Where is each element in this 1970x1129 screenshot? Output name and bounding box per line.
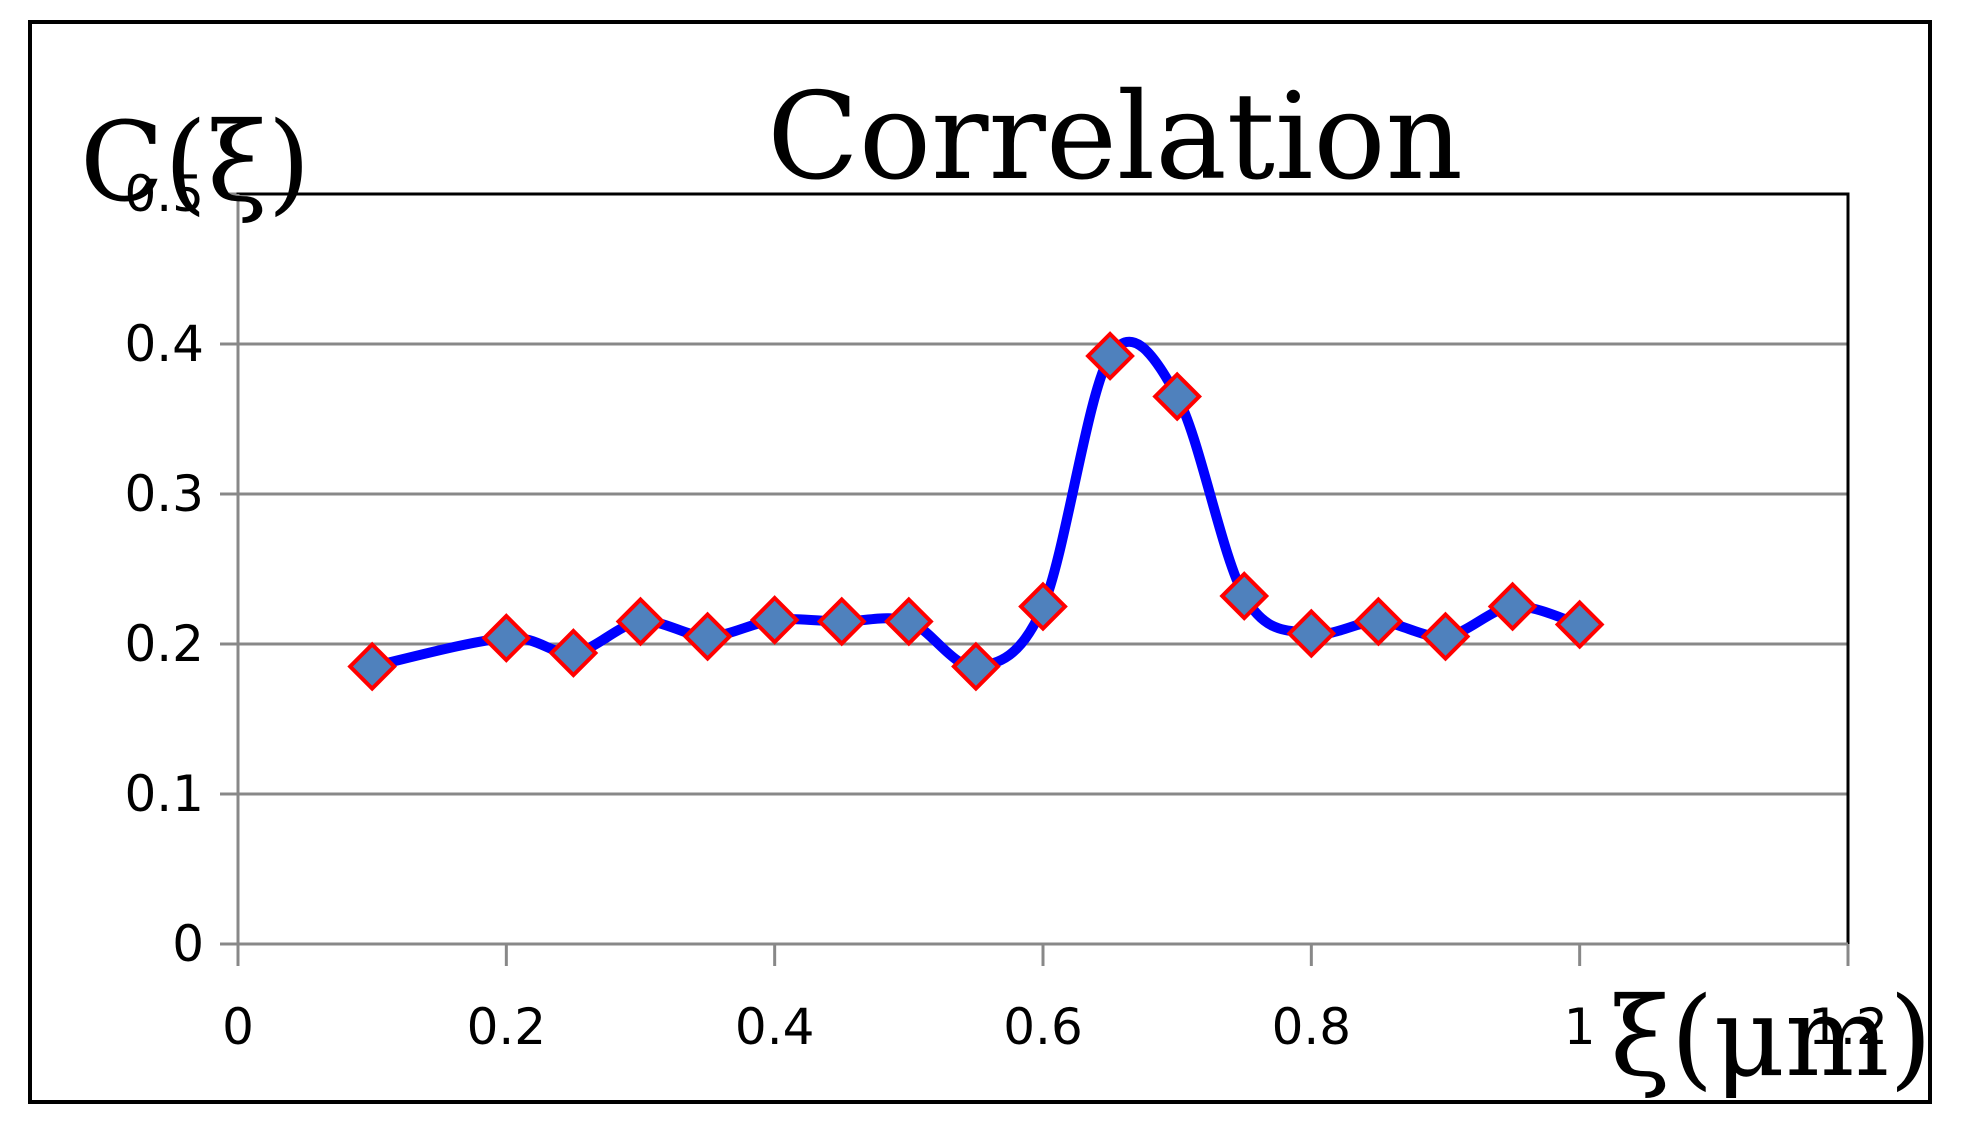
x-tick-label: 0.6	[1003, 998, 1083, 1056]
chart-frame	[28, 20, 1932, 1104]
data-point-marker	[1353, 596, 1404, 647]
plot-area	[236, 192, 1850, 946]
data-markers	[347, 331, 1605, 692]
data-point-marker	[682, 611, 733, 662]
data-point-marker	[884, 596, 934, 647]
data-point-marker	[548, 628, 599, 678]
data-point-marker	[481, 613, 532, 663]
y-tick-label: 0.1	[124, 765, 204, 823]
y-tick-label: 0.4	[124, 315, 204, 373]
data-point-marker	[1219, 571, 1270, 621]
y-tick-label: 0.3	[124, 465, 204, 523]
grid-lines	[220, 192, 1848, 946]
x-tick-label: 1	[1564, 998, 1596, 1056]
data-point-marker	[1152, 371, 1202, 422]
data-point-marker	[951, 641, 1001, 692]
x-tick-label: 0.8	[1272, 998, 1352, 1056]
y-tick-label: 0	[172, 915, 204, 973]
data-point-marker	[1085, 331, 1135, 381]
data-point-marker	[347, 641, 397, 692]
y-axis-title: C(ξ)	[80, 98, 311, 226]
chart-title: Correlation	[767, 68, 1463, 207]
y-tick-label: 0.5	[124, 165, 204, 223]
x-tick-label: 0.4	[735, 998, 815, 1056]
x-tick-label: 1.2	[1808, 998, 1888, 1056]
data-point-marker	[1018, 581, 1068, 632]
axes	[236, 194, 1850, 966]
y-tick-label: 0.2	[124, 615, 204, 673]
data-point-marker	[615, 596, 666, 647]
data-point-marker	[1286, 608, 1337, 659]
data-point-marker	[749, 595, 800, 645]
x-axis-title: ξ(μm)	[1610, 973, 1932, 1101]
x-tick-label: 0	[222, 998, 254, 1056]
data-point-marker	[1487, 581, 1538, 632]
data-point-marker	[816, 596, 867, 647]
data-point-marker	[1420, 611, 1471, 662]
data-point-marker	[1554, 599, 1605, 650]
x-tick-label: 0.2	[467, 998, 547, 1056]
tick-labels: 0 0.1 0.2 0.3 0.4 0.5 0 0.2 0.4 0.6 0.8 1 1.2	[124, 165, 1887, 1056]
